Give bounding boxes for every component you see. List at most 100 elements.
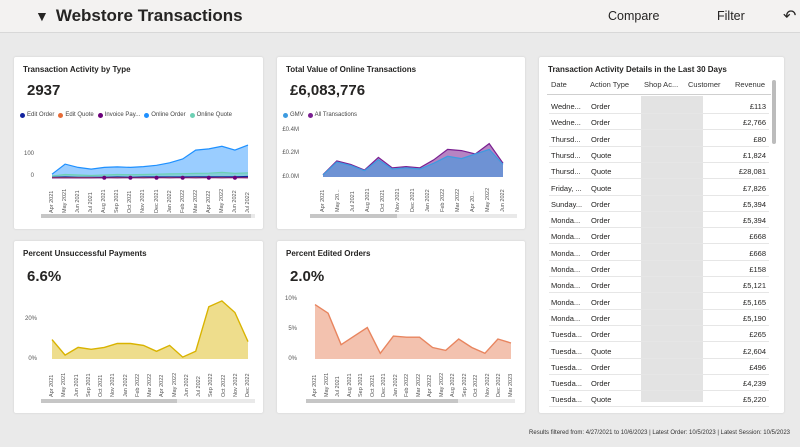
unsuccessful-payments-chart[interactable]	[51, 297, 249, 359]
legend-label: Edit Quote	[65, 112, 94, 118]
cell-date: Tuesda...	[551, 395, 582, 405]
table-row[interactable]: Wedne... Order £113	[549, 98, 769, 114]
table-row[interactable]: Monda... Order £668	[549, 245, 769, 261]
cell-revenue: £5,121	[743, 281, 766, 291]
legend-item[interactable]: Edit Quote	[58, 112, 94, 118]
data-point[interactable]	[206, 175, 211, 180]
total-value-chart[interactable]	[322, 131, 504, 177]
x-tick-label: May 2021	[62, 188, 69, 213]
x-tick-label: Apr 2021	[49, 374, 55, 397]
table-row[interactable]: Wedne... Order £2,766	[549, 114, 769, 131]
cell-action: Order	[591, 330, 611, 340]
cell-action: Quote	[591, 183, 612, 193]
column-header-action-type[interactable]: Action Type	[590, 80, 630, 89]
scrollbar-thumb[interactable]	[306, 399, 458, 403]
x-tick-label: Dec 2021	[410, 188, 416, 212]
page-title-group[interactable]: ▼ Webstore Transactions	[35, 6, 243, 26]
data-point[interactable]	[232, 175, 237, 180]
cell-action: Order	[591, 232, 611, 242]
legend-item[interactable]: Online Order	[144, 112, 186, 118]
x-tick-label: May 2022	[171, 372, 178, 397]
cell-revenue: £2,604	[743, 346, 766, 356]
column-header-revenue[interactable]: Revenue	[735, 80, 766, 89]
x-tick-label: Nov 2022	[232, 373, 239, 397]
data-point[interactable]	[180, 175, 185, 180]
legend-item[interactable]: Online Quote	[189, 112, 232, 118]
table-row[interactable]: Thursd... Order £80	[549, 131, 769, 147]
undo-icon[interactable]: ↶	[783, 8, 797, 25]
card-total-value: Total Value of Online Transactions £6,08…	[277, 57, 525, 229]
x-tick-label: Jun 2022	[500, 189, 506, 212]
cell-action: Order	[591, 297, 611, 307]
vertical-scrollbar[interactable]	[772, 80, 776, 144]
edited-orders-chart[interactable]	[314, 296, 512, 359]
y-tick-label: 5%	[288, 326, 297, 332]
column-header-shop-account[interactable]: Shop Ac...	[644, 80, 679, 89]
data-point[interactable]	[128, 175, 133, 180]
horizontal-scrollbar[interactable]	[310, 214, 517, 218]
table-row[interactable]: Tuesda... Quote £2,604	[549, 343, 769, 359]
chart-legend: Edit Order Edit Quote Invoice Pay... Online…	[20, 112, 232, 118]
activity-chart[interactable]	[51, 140, 249, 180]
column-header-date[interactable]: Date	[551, 80, 567, 89]
table-row[interactable]: Tuesda... Order £4,239	[549, 375, 769, 392]
scrollbar-thumb[interactable]	[41, 399, 177, 403]
cell-date: Monda...	[551, 297, 581, 307]
caret-down-icon[interactable]: ▼	[35, 8, 49, 24]
table-row[interactable]: Monda... Order £668	[549, 228, 769, 245]
cell-date: Thursd...	[551, 134, 581, 144]
cell-revenue: £1,824	[743, 150, 766, 160]
table-row[interactable]: Monda... Order £5,121	[549, 277, 769, 294]
cell-action: Order	[591, 265, 611, 274]
horizontal-scrollbar[interactable]	[41, 399, 255, 403]
series-line[interactable]	[314, 304, 512, 355]
horizontal-scrollbar[interactable]	[41, 214, 255, 218]
compare-button[interactable]: Compare	[608, 9, 660, 23]
legend-item[interactable]: Invoice Pay...	[97, 112, 140, 118]
legend-label: All Transactions	[314, 112, 358, 118]
table-row[interactable]: Monda... Order £5,394	[549, 212, 769, 229]
table-row[interactable]: Monda... Order £158	[549, 261, 769, 277]
table-row[interactable]: Sunday... Order £5,394	[549, 196, 769, 212]
x-tick-label: Jan 2022	[166, 190, 173, 213]
table-row[interactable]: Tuesda... Order £265	[549, 326, 769, 343]
data-point[interactable]	[154, 175, 159, 180]
kpi-value: 2.0%	[290, 268, 325, 285]
cell-revenue: £265	[749, 330, 766, 340]
horizontal-scrollbar[interactable]	[306, 399, 515, 403]
table-row[interactable]: Friday, ... Quote £7,826	[549, 180, 769, 196]
table-row[interactable]: Thursd... Quote £28,081	[549, 163, 769, 180]
series-line[interactable]	[51, 300, 249, 358]
scrollbar-thumb[interactable]	[41, 214, 251, 218]
series-line[interactable]	[51, 171, 249, 177]
series-line[interactable]	[51, 144, 249, 175]
cell-action: Order	[591, 362, 611, 372]
x-tick-label: Jul 2022	[196, 376, 202, 397]
cell-date: Wedne...	[551, 118, 581, 128]
series-line[interactable]	[322, 142, 504, 176]
cell-revenue: £668	[749, 232, 766, 242]
x-tick-label: Nov 2021	[110, 373, 117, 397]
series-line[interactable]	[322, 148, 504, 176]
cell-date: Monda...	[551, 248, 581, 258]
legend-item[interactable]: All Transactions	[307, 112, 358, 118]
table-row[interactable]: Thursd... Quote £1,824	[549, 147, 769, 163]
x-tick-label: Aug 2021	[346, 373, 353, 397]
table-row[interactable]: Monda... Order £5,165	[549, 294, 769, 310]
x-tick-label: May 2021	[61, 372, 68, 397]
x-tick-label: Aug 2022	[450, 373, 457, 397]
table-row[interactable]: Tuesda... Order £496	[549, 359, 769, 375]
filter-button[interactable]: Filter	[717, 9, 745, 23]
legend-item[interactable]: Edit Order	[20, 112, 54, 118]
legend-dot-icon	[144, 112, 150, 118]
legend-item[interactable]: GMV	[283, 112, 304, 118]
cell-revenue: £7,826	[743, 183, 766, 193]
x-tick-label: Jun 2021	[73, 374, 80, 397]
data-point[interactable]	[102, 175, 107, 180]
x-tick-label: May 2022	[218, 188, 225, 213]
table-row[interactable]: Tuesda... Quote £5,220	[549, 391, 769, 408]
table-row[interactable]: Monda... Order £5,190	[549, 310, 769, 326]
column-header-customer[interactable]: Customer	[688, 80, 721, 89]
y-tick-label: 0%	[288, 356, 297, 362]
scrollbar-thumb[interactable]	[310, 214, 397, 218]
